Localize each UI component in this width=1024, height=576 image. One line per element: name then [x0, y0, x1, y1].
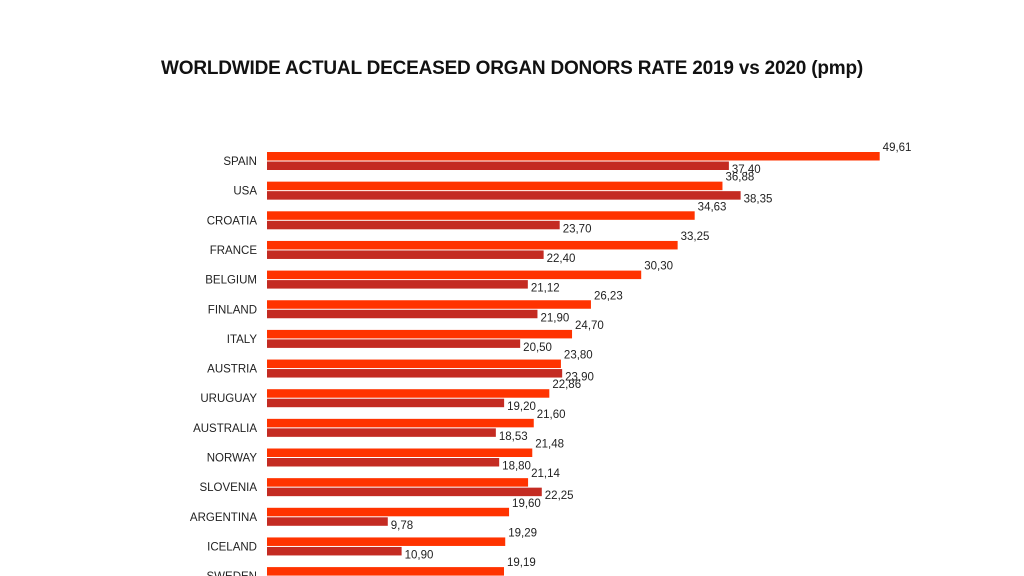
bar-2019: [267, 270, 642, 280]
bar-2020: [267, 220, 560, 230]
value-label: 20,50: [523, 342, 552, 354]
value-label: 21,14: [531, 468, 560, 480]
value-label: 19,20: [507, 401, 536, 413]
value-label: 22,25: [545, 490, 574, 502]
value-label: 21,90: [540, 312, 569, 324]
bar-2019: [267, 537, 506, 546]
bar-2019: [267, 507, 510, 517]
value-label: 23,90: [565, 372, 594, 384]
bar-2020: [267, 191, 741, 200]
category-label: ARGENTINA: [190, 512, 257, 524]
bar-2020: [267, 458, 500, 467]
value-label: 24,70: [575, 320, 604, 332]
bar-2020: [267, 517, 388, 526]
bar-2019: [267, 359, 561, 369]
value-label: 18,80: [502, 461, 531, 473]
value-label: 30,30: [644, 261, 673, 273]
category-label: FINLAND: [208, 304, 257, 316]
bar-2020: [267, 250, 544, 259]
value-label: 38,35: [744, 194, 773, 206]
bar-2019: [267, 478, 529, 487]
category-label: BELGIUM: [205, 275, 257, 287]
value-label: 9,78: [391, 520, 413, 532]
value-label: 26,23: [594, 290, 623, 302]
value-label: 23,80: [564, 350, 593, 362]
bar-2019: [267, 152, 880, 161]
category-label: CROATIA: [207, 215, 258, 227]
value-label: 18,53: [499, 431, 528, 443]
value-label: 22,40: [547, 253, 576, 265]
category-label: AUSTRALIA: [193, 423, 257, 435]
bar-2019: [267, 181, 723, 191]
bar-2019: [267, 389, 550, 398]
bar-2019: [267, 567, 504, 576]
category-label: URUGUAY: [200, 393, 257, 405]
bar-2019: [267, 418, 534, 428]
bar-2019: [267, 240, 678, 250]
value-label: 19,19: [507, 557, 536, 569]
value-label: 22,86: [552, 379, 581, 391]
value-label: 34,63: [698, 201, 727, 213]
category-label: SPAIN: [223, 156, 257, 168]
bar-2020: [267, 369, 563, 378]
bar-2019: [267, 448, 533, 457]
bar-2020: [267, 487, 542, 497]
category-label: ICELAND: [207, 541, 257, 553]
value-label: 19,60: [512, 498, 541, 510]
bar-2020: [267, 309, 538, 319]
category-label: FRANCE: [210, 245, 258, 257]
value-label: 19,29: [508, 527, 537, 539]
bar-2020: [267, 398, 505, 408]
value-label: 49,61: [883, 142, 912, 154]
value-label: 10,90: [405, 549, 434, 561]
category-label: NORWAY: [207, 453, 258, 465]
category-label: SWEDEN: [207, 571, 257, 576]
bar-2020: [267, 428, 496, 437]
value-label: 21,48: [535, 439, 564, 451]
value-label: 21,60: [537, 409, 566, 421]
value-label: 23,70: [563, 223, 592, 235]
category-label: USA: [233, 186, 257, 198]
bar-2019: [267, 300, 591, 309]
bar-2020: [267, 546, 402, 556]
category-label: ITALY: [227, 334, 258, 346]
value-label: 36,88: [725, 172, 754, 184]
value-label: 21,12: [531, 283, 560, 295]
chart-title: WORLDWIDE ACTUAL DECEASED ORGAN DONORS R…: [161, 58, 863, 79]
category-label: SLOVENIA: [199, 482, 257, 494]
value-label: 37,40: [732, 164, 761, 176]
value-label: 33,25: [681, 231, 710, 243]
bar-2020: [267, 161, 729, 170]
bar-2020: [267, 339, 521, 348]
bar-2019: [267, 329, 573, 339]
bar-2020: [267, 280, 528, 289]
category-label: AUSTRIA: [207, 364, 257, 376]
bar-2019: [267, 211, 695, 220]
